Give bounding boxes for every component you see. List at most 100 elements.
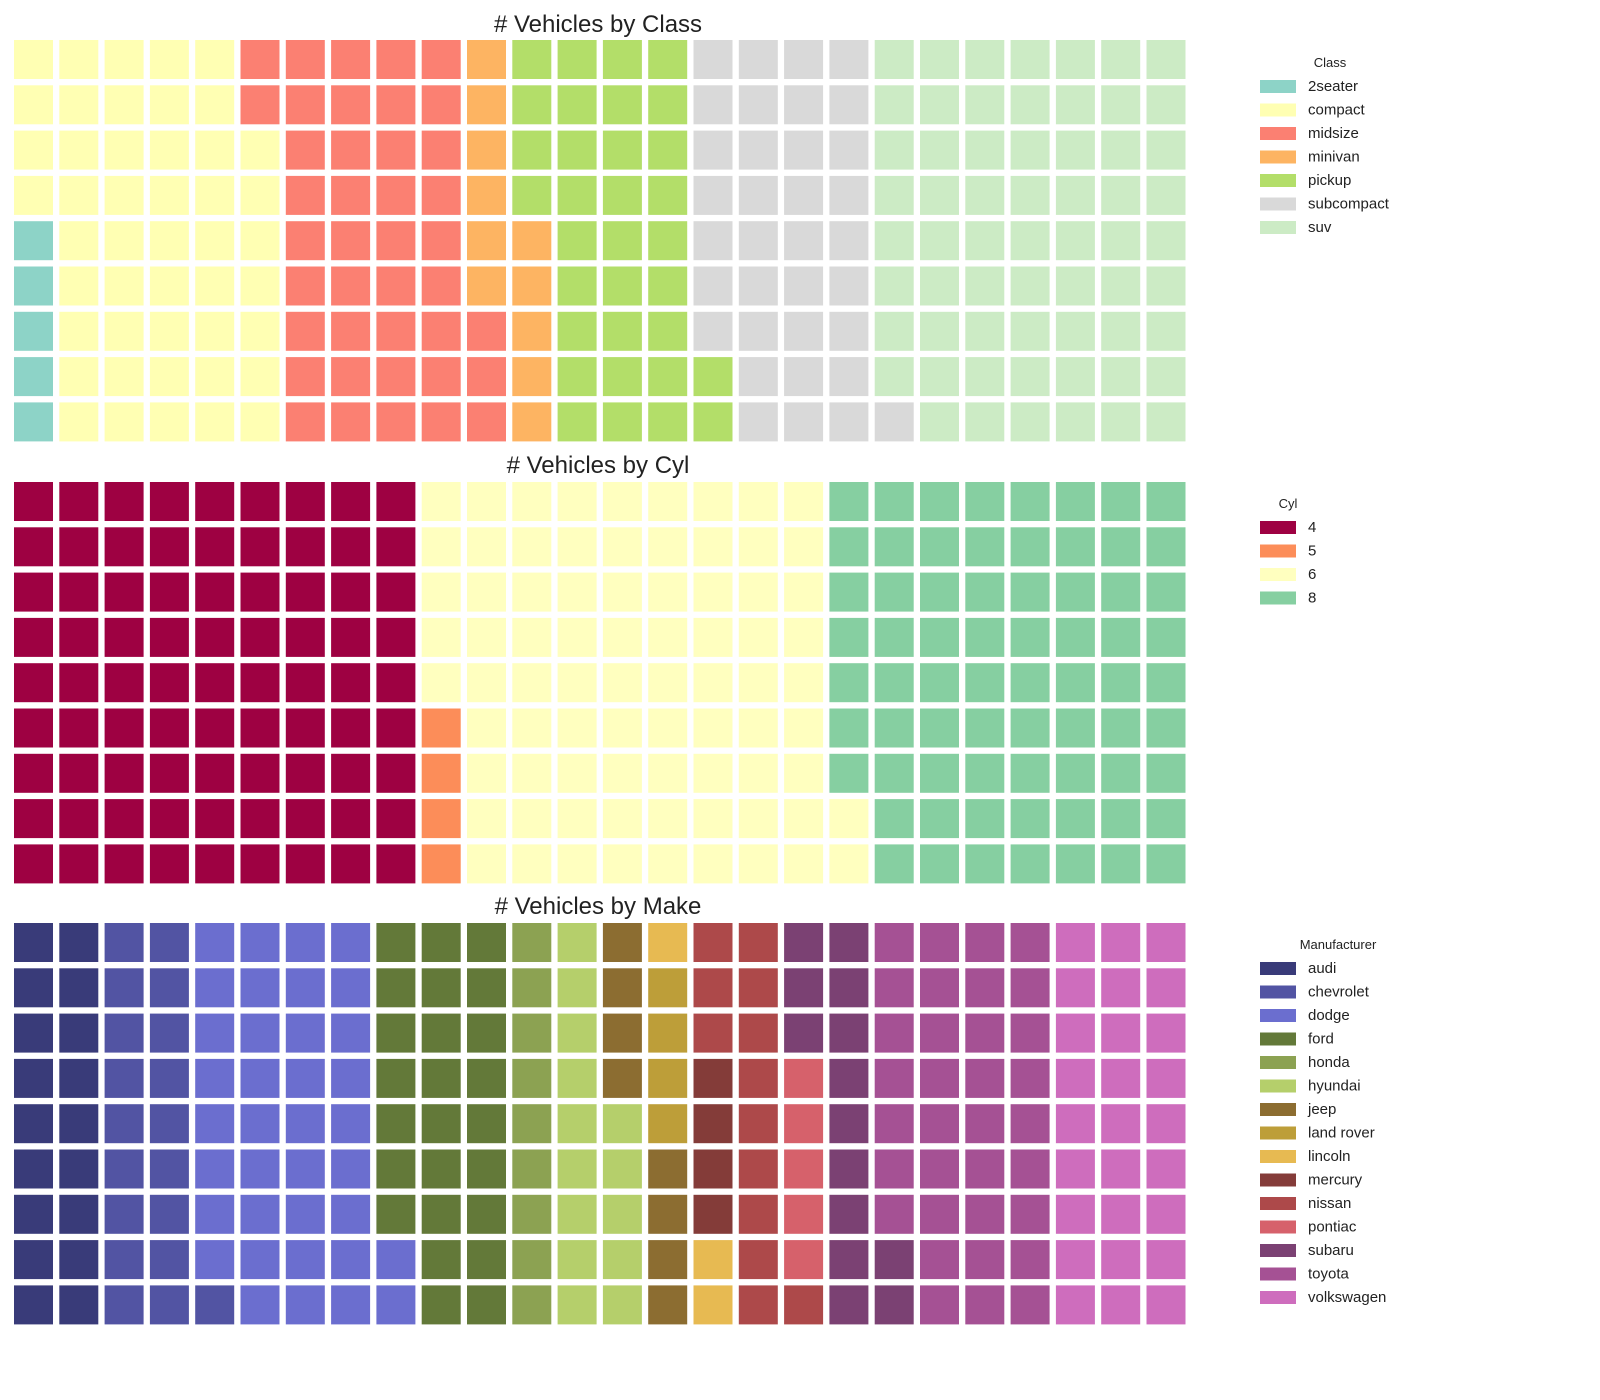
- waffle-cell-midsize: [331, 175, 371, 215]
- waffle-cell-midsize: [376, 130, 416, 170]
- waffle-cell-8: [920, 482, 959, 521]
- waffle-cell-compact: [195, 221, 235, 261]
- waffle-cell-toyota: [1010, 1104, 1050, 1144]
- waffle-cell-compact: [240, 311, 280, 351]
- waffle-cell-lincoln: [693, 1285, 733, 1325]
- waffle-cell-subcompact: [784, 40, 824, 79]
- waffle-cell-subcompact: [693, 85, 733, 125]
- waffle-cell-minivan: [512, 311, 552, 351]
- waffle-cell-chevrolet: [149, 1240, 189, 1280]
- waffle-cell-hyundai: [557, 1240, 597, 1280]
- waffle-cell-jeep: [648, 1149, 688, 1189]
- waffle-cell-4: [376, 572, 416, 612]
- waffle-cell-4: [195, 617, 235, 657]
- waffle-cell-ford: [421, 1285, 461, 1325]
- waffle-cell-compact: [59, 175, 99, 215]
- waffle-cell-compact: [149, 130, 189, 170]
- waffle-cell-mercury: [693, 1058, 733, 1098]
- legend-swatch-dodge: [1260, 1009, 1296, 1022]
- waffle-cell-4: [149, 844, 189, 884]
- waffle-cell-compact: [195, 175, 235, 215]
- waffle-cell-8: [1055, 753, 1095, 793]
- waffle-cell-pickup: [512, 175, 552, 215]
- waffle-cell-volkswagen: [1055, 1285, 1095, 1325]
- waffle-cell-6: [693, 844, 733, 884]
- waffle-cell-8: [829, 617, 869, 657]
- waffle-cell-6: [738, 617, 778, 657]
- waffle-cell-midsize: [421, 175, 461, 215]
- waffle-cell-suv: [1101, 221, 1141, 261]
- waffle-cell-toyota: [965, 1194, 1005, 1234]
- waffle-cell-midsize: [240, 85, 280, 125]
- waffle-cell-chevrolet: [195, 1285, 235, 1325]
- waffle-cell-jeep: [602, 923, 642, 962]
- waffle-cell-8: [965, 663, 1005, 703]
- waffle-cell-ford: [421, 923, 461, 962]
- waffle-cell-suv: [1010, 85, 1050, 125]
- waffle-cell-8: [1101, 799, 1141, 839]
- waffle-cell-suv: [920, 221, 959, 261]
- waffle-cell-dodge: [285, 1194, 325, 1234]
- waffle-cell-subaru: [784, 1013, 824, 1053]
- waffle-cell-4: [104, 844, 144, 884]
- waffle-cell-4: [240, 663, 280, 703]
- waffle-cell-8: [874, 617, 914, 657]
- waffle-cell-chevrolet: [149, 1013, 189, 1053]
- waffle-cell-volkswagen: [1101, 1149, 1141, 1189]
- waffle-cell-dodge: [285, 1285, 325, 1325]
- waffle-cell-suv: [965, 266, 1005, 306]
- waffle-cell-compact: [59, 221, 99, 261]
- waffle-cell-8: [920, 844, 959, 884]
- waffle-cell-volkswagen: [1146, 1058, 1186, 1098]
- waffle-cell-suv: [1010, 266, 1050, 306]
- waffle-cell-compact: [104, 266, 144, 306]
- waffle-cell-6: [602, 617, 642, 657]
- waffle-cell-2seater: [14, 357, 53, 397]
- waffle-cell-subaru: [829, 1285, 869, 1325]
- waffle-cell-midsize: [331, 85, 371, 125]
- waffle-cell-ford: [421, 1058, 461, 1098]
- waffle-cell-suv: [874, 311, 914, 351]
- waffle-cell-8: [1055, 527, 1095, 567]
- waffle-cell-6: [421, 527, 461, 567]
- waffle-cell-nissan: [738, 1149, 778, 1189]
- waffle-cell-6: [557, 527, 597, 567]
- waffle-cell-dodge: [331, 1149, 371, 1189]
- waffle-cell-compact: [104, 85, 144, 125]
- waffle-cell-pontiac: [784, 1058, 824, 1098]
- waffle-cell-suv: [1055, 130, 1095, 170]
- legend-label-subaru: subaru: [1308, 1242, 1354, 1259]
- waffle-cell-suv: [920, 85, 959, 125]
- waffle-cell-suv: [1055, 402, 1095, 442]
- waffle-cell-subcompact: [829, 40, 869, 79]
- waffle-cell-4: [285, 753, 325, 793]
- waffle-cell-dodge: [240, 1104, 280, 1144]
- waffle-cell-suv: [965, 357, 1005, 397]
- waffle-cell-compact: [59, 266, 99, 306]
- waffle-cell-4: [331, 799, 371, 839]
- waffle-cell-pickup: [693, 357, 733, 397]
- legend-swatch-6: [1260, 568, 1296, 581]
- waffle-cell-6: [602, 527, 642, 567]
- waffle-cell-pickup: [512, 130, 552, 170]
- waffle-cell-compact: [14, 130, 53, 170]
- waffle-cell-toyota: [920, 968, 959, 1008]
- waffle-cell-compact: [104, 175, 144, 215]
- legend-label-4: 4: [1308, 519, 1316, 536]
- waffle-cell-6: [738, 753, 778, 793]
- waffle-cell-ford: [376, 1149, 416, 1189]
- waffle-cell-suv: [965, 40, 1005, 79]
- waffle-cell-8: [1010, 527, 1050, 567]
- waffle-cell-4: [59, 753, 99, 793]
- waffle-cell-dodge: [285, 968, 325, 1008]
- waffle-cell-8: [829, 482, 869, 521]
- cyl-waffle-panel: # Vehicles by Cyl Cyl 4 5 6 8: [14, 452, 1316, 884]
- waffle-cell-subcompact: [693, 175, 733, 215]
- waffle-cell-nissan: [738, 1058, 778, 1098]
- waffle-cell-subcompact: [784, 85, 824, 125]
- waffle-cell-compact: [14, 85, 53, 125]
- waffle-cell-4: [285, 527, 325, 567]
- waffle-cell-toyota: [920, 1013, 959, 1053]
- waffle-cell-2seater: [14, 266, 53, 306]
